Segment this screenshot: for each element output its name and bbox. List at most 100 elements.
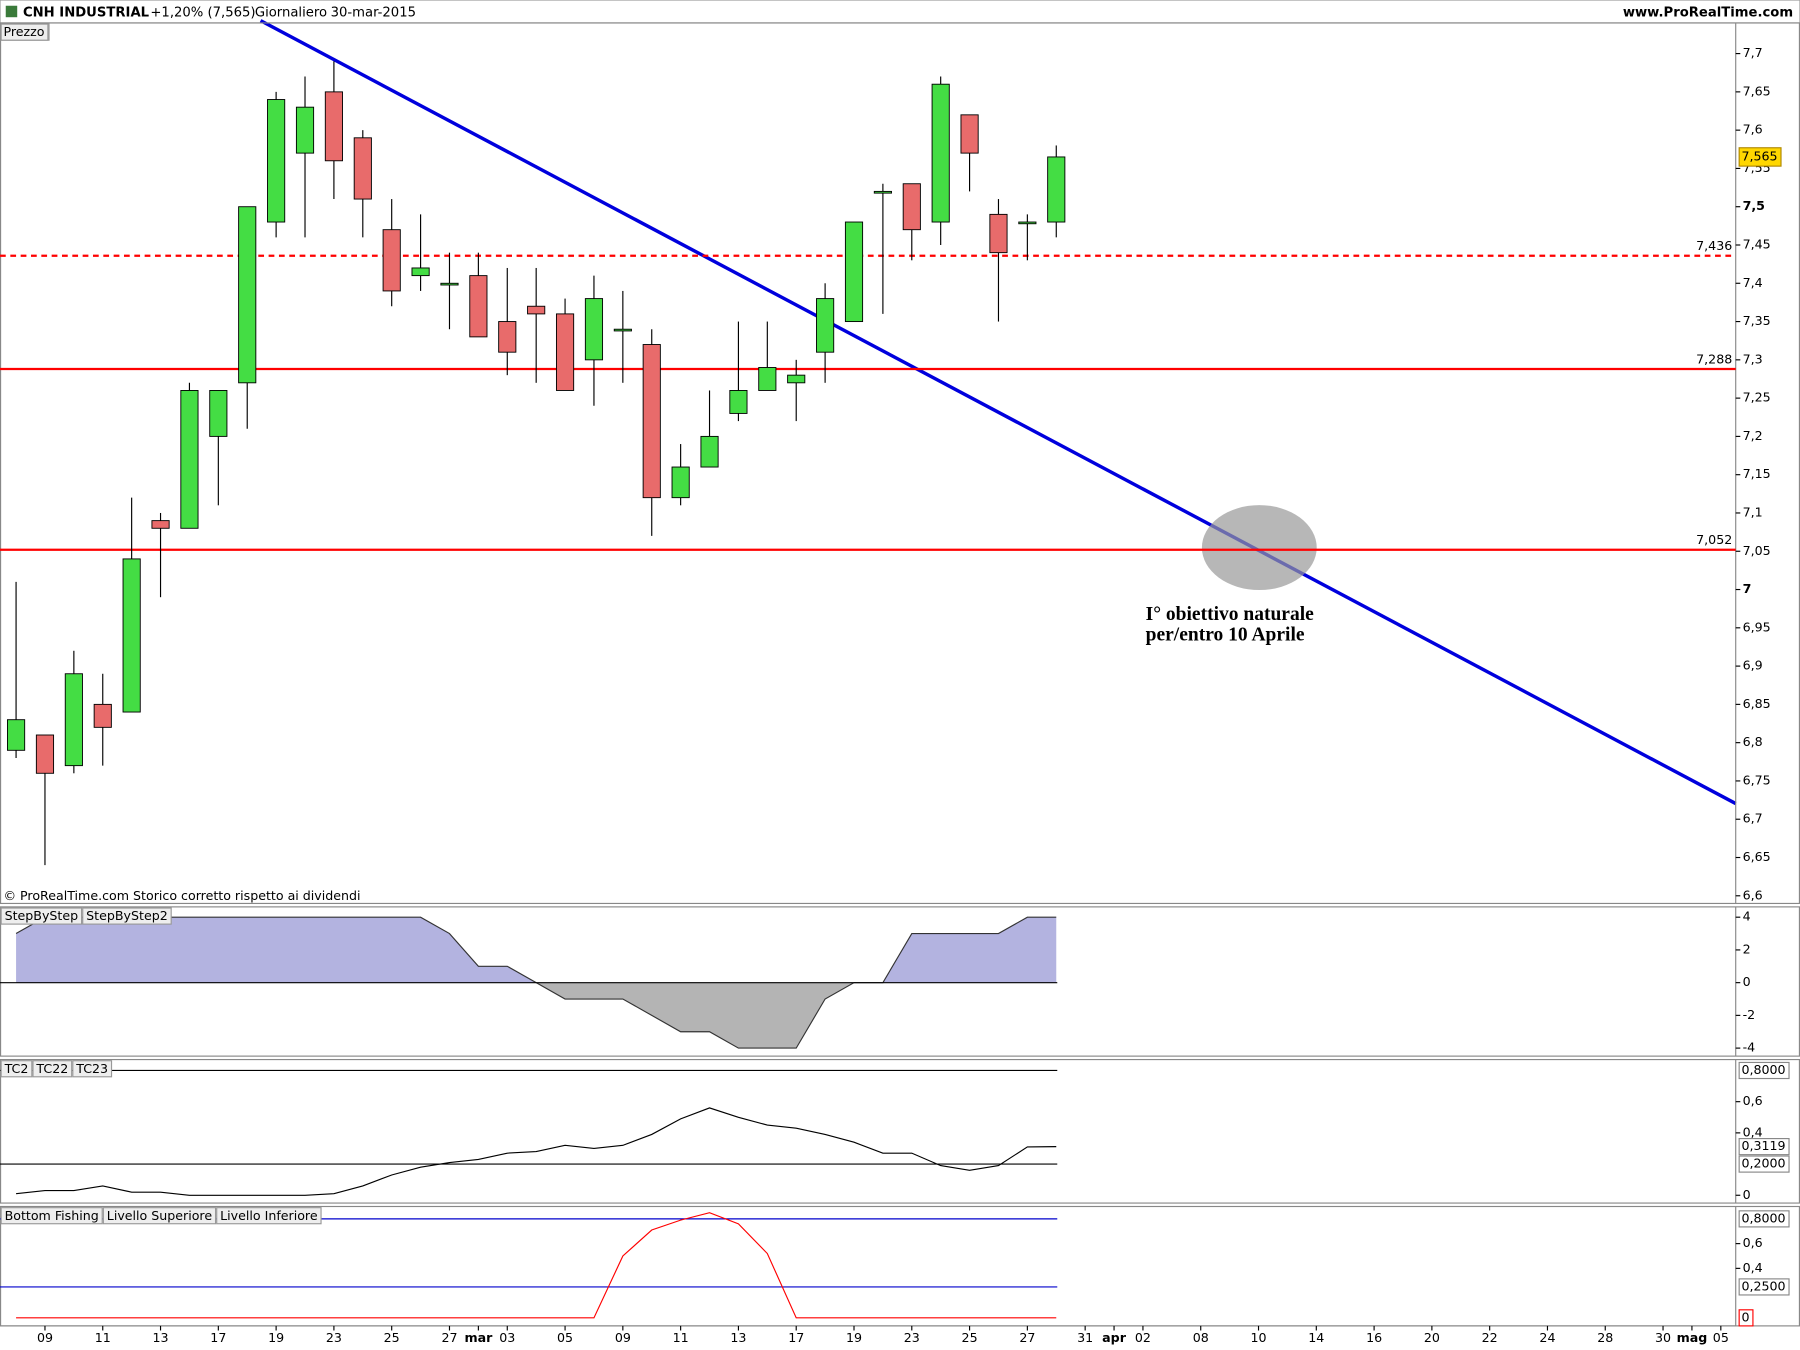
- y-tick-label: 7,65: [1743, 83, 1771, 98]
- x-tick-label: 24: [1539, 1330, 1555, 1345]
- candle-body: [64, 673, 83, 767]
- series-line: [16, 1212, 1057, 1319]
- legend-entry: Livello Inferiore: [220, 1208, 318, 1223]
- legend-box: [0, 1207, 103, 1225]
- y-tick-label: 7,25: [1743, 390, 1771, 405]
- site: www.ProRealTime.com: [1623, 6, 1793, 21]
- legend-entry: TC2: [4, 1061, 29, 1076]
- level-label: 7,436: [1696, 238, 1732, 253]
- y-tick-label: 7,5: [1743, 198, 1765, 213]
- legend-entry: StepByStep2: [86, 908, 168, 923]
- legend-box: [32, 1060, 73, 1078]
- candle-body: [931, 83, 950, 223]
- candle-body: [382, 229, 401, 292]
- y-tick-label: 6,75: [1743, 772, 1771, 787]
- candle-body: [267, 99, 286, 223]
- candle-body: [1018, 221, 1037, 225]
- symbol: CNH INDUSTRIAL: [23, 6, 150, 21]
- candle-body: [238, 206, 257, 384]
- x-tick-label: 13: [730, 1330, 746, 1345]
- y-tick-label: 6,8: [1743, 734, 1763, 749]
- candle-body: [960, 114, 979, 154]
- candle-body: [816, 298, 835, 353]
- y-tick-label: 7,3: [1743, 351, 1763, 366]
- value-box: [1738, 1061, 1790, 1080]
- legend-entry: TC23: [75, 1061, 108, 1076]
- value-box-label: 0: [1741, 1309, 1749, 1324]
- x-tick-label: 20: [1424, 1330, 1440, 1345]
- panel-tag: [0, 23, 49, 41]
- x-tick-label: 28: [1597, 1330, 1613, 1345]
- candle-body: [498, 321, 517, 353]
- area-positive: [16, 917, 1057, 983]
- x-tick-label: 23: [904, 1330, 920, 1345]
- area-negative: [16, 982, 1057, 1049]
- y-tick-label: 7,7: [1743, 45, 1763, 60]
- annotation: I° obiettivo naturale: [1146, 604, 1314, 625]
- legend-box: [82, 907, 172, 925]
- value-box-label: 0,8000: [1741, 1210, 1785, 1225]
- legend-box: [102, 1207, 217, 1225]
- candle-body: [469, 275, 488, 338]
- x-tick-label: 23: [326, 1330, 342, 1345]
- legend-box: [0, 907, 83, 925]
- panel-frame: [0, 1058, 1800, 1204]
- candle-body: [440, 282, 459, 286]
- y-tick-label: 6,85: [1743, 696, 1771, 711]
- x-tick-label: 22: [1482, 1330, 1498, 1345]
- x-tick-label: 25: [384, 1330, 400, 1345]
- x-tick-label: 05: [1713, 1330, 1729, 1345]
- y-tick-label: 7,2: [1743, 428, 1763, 443]
- y-tick-label: 6,65: [1743, 849, 1771, 864]
- candle-body: [700, 435, 719, 468]
- legend-entry: Livello Superiore: [107, 1208, 213, 1223]
- panel-tag-label: Prezzo: [3, 24, 44, 39]
- x-tick-label: 02: [1135, 1330, 1151, 1345]
- legend-box: [0, 1060, 33, 1078]
- legend-entry: Bottom Fishing: [5, 1208, 99, 1223]
- candle-body: [35, 734, 55, 774]
- panel-frame: [0, 906, 1800, 1057]
- y-tick-label: 6,6: [1743, 887, 1763, 902]
- x-tick-label: apr: [1102, 1330, 1127, 1345]
- series-line: [16, 1107, 1057, 1196]
- last-price-label: 7,565: [1741, 148, 1777, 163]
- candle-body: [209, 390, 228, 437]
- candle-body: [989, 213, 1008, 254]
- date: 30-mar-2015: [331, 6, 416, 21]
- period: Giornaliero: [255, 6, 327, 21]
- candle-body: [93, 703, 112, 728]
- x-tick-label: 25: [962, 1330, 978, 1345]
- value-box: [1738, 1138, 1790, 1156]
- x-tick-label: mar: [464, 1330, 493, 1345]
- x-tick-label: 13: [153, 1330, 169, 1345]
- target-ellipse: [1201, 505, 1317, 591]
- x-tick-label: 27: [1019, 1330, 1035, 1345]
- y-tick-label: 0,4: [1743, 1124, 1763, 1139]
- candle-body: [151, 520, 170, 529]
- x-tick-label: 09: [615, 1330, 631, 1345]
- y-tick-label: 0,6: [1743, 1235, 1763, 1250]
- y-tick-label: 4: [1743, 909, 1751, 924]
- candle-body: [1047, 156, 1066, 223]
- x-tick-label: 19: [846, 1330, 862, 1345]
- candle-body: [729, 390, 748, 414]
- candle-body: [758, 367, 777, 391]
- candle-body: [527, 305, 546, 315]
- x-tick-label: 30: [1655, 1330, 1671, 1345]
- candle-body: [642, 344, 661, 499]
- candle-body: [613, 328, 632, 332]
- candle-body: [902, 183, 921, 231]
- x-tick-label: 19: [268, 1330, 284, 1345]
- y-tick-label: 0,4: [1743, 1260, 1763, 1275]
- x-tick-label: 08: [1193, 1330, 1209, 1345]
- y-tick-label: 7,4: [1743, 275, 1763, 290]
- level-label: 7,052: [1696, 532, 1732, 547]
- change: +1,20% (7,565): [150, 6, 255, 21]
- candle-body: [671, 466, 690, 499]
- value-box: [1738, 1155, 1790, 1173]
- candle-body: [295, 106, 315, 154]
- candle-body: [555, 313, 575, 391]
- x-tick-label: 05: [557, 1330, 573, 1345]
